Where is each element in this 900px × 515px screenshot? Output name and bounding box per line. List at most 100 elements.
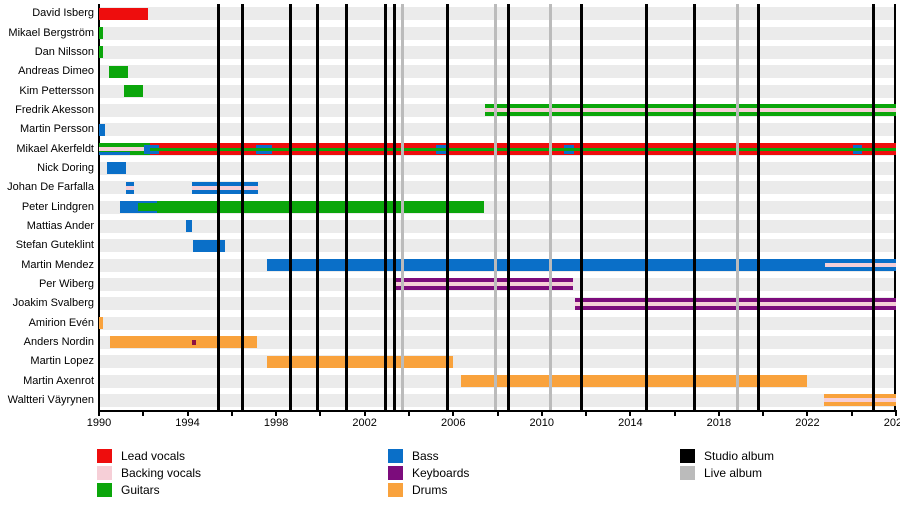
x-axis-tick-label: 1998: [263, 417, 289, 429]
member-label: Stefan Guteklint: [15, 239, 94, 252]
y-axis: [98, 4, 100, 410]
member-label: Andreas Dimeo: [18, 65, 94, 78]
row-band: [99, 161, 896, 175]
legend-swatch-live-album: [680, 465, 695, 480]
legend-swatch-drums: [388, 482, 403, 497]
x-axis-tick: [452, 412, 455, 416]
bar-segment-guitars: [149, 147, 896, 151]
studio-album-line: [645, 4, 649, 410]
legend-swatch-studio-album: [680, 448, 695, 463]
x-axis-tick-label: 2022: [795, 417, 820, 429]
member-label: Martin Axenrot: [23, 374, 94, 387]
bar-segment-guitars: [156, 201, 485, 213]
legend-label: Live album: [704, 465, 763, 480]
bar-segment-bass: [106, 162, 126, 175]
member-label: Johan De Farfalla: [7, 181, 94, 194]
legend-label: Studio album: [704, 448, 775, 463]
backing-vocals-stripe: [125, 185, 135, 190]
x-axis-tick: [142, 412, 145, 416]
plot-right-border: [894, 4, 896, 410]
x-axis-tick: [275, 412, 278, 416]
x-axis-tick: [363, 412, 366, 416]
bar-segment-bass: [191, 181, 259, 194]
studio-album-line: [872, 4, 876, 410]
backing-vocals-stripe: [485, 108, 896, 113]
studio-album-line: [345, 4, 349, 410]
backing-vocals-stripe: [395, 282, 573, 287]
backing-vocals-stripe: [824, 398, 896, 403]
bar-segment-drums: [99, 317, 104, 329]
member-label: Mikael Akerfeldt: [16, 142, 94, 155]
studio-album-line: [241, 4, 245, 410]
x-axis-tick-label: 1994: [175, 417, 200, 429]
x-axis-tick-label: 2006: [440, 417, 466, 429]
bar-segment-keyboards: [574, 297, 896, 310]
x-axis-tick-label: 1990: [86, 417, 112, 429]
member-label: Dan Nilsson: [34, 45, 94, 58]
studio-album-line: [446, 4, 450, 410]
x-axis-tick-label: 2014: [618, 417, 643, 429]
legend-item: Studio album: [680, 448, 774, 463]
x-axis-tick: [540, 412, 543, 416]
backing-vocals-stripe: [191, 185, 259, 190]
bar-segment-guitars: [108, 65, 128, 78]
live-album-line: [400, 4, 404, 410]
studio-album-line: [580, 4, 584, 410]
row-band: [99, 65, 896, 79]
member-label: David Isberg: [32, 7, 94, 20]
member-label: Fredrik Akesson: [15, 103, 94, 116]
bar-segment-piano-mark: [191, 339, 197, 345]
x-axis-tick: [98, 412, 100, 416]
member-label: Mikael Bergström: [8, 26, 94, 39]
bar-segment-drums: [267, 355, 454, 368]
studio-album-line: [507, 4, 511, 410]
row-band: [99, 7, 896, 21]
row-band: [99, 239, 896, 253]
member-label: Per Wiberg: [38, 277, 94, 290]
bar-segment-bass: [193, 239, 226, 252]
legend-label: Drums: [412, 482, 448, 497]
studio-album-line: [315, 4, 319, 410]
x-axis-tick-label: 2026: [883, 417, 900, 429]
row-band: [99, 219, 896, 233]
row-band: [99, 335, 896, 349]
bar-segment-bass: [186, 220, 192, 233]
x-axis-tick: [850, 412, 853, 416]
row-band: [99, 393, 896, 407]
legend-item: Drums: [388, 482, 447, 497]
legend-item: Backing vocals: [97, 465, 201, 480]
member-label: Joakim Svalberg: [12, 297, 94, 310]
bar-segment-guitars: [99, 46, 104, 59]
legend-swatch-lead-vocals: [97, 448, 112, 463]
legend-swatch-bass: [388, 448, 403, 463]
studio-album-line: [289, 4, 292, 410]
member-label: Nick Doring: [37, 161, 94, 174]
bar-segment-keyboards: [395, 278, 573, 291]
bar-segment-bass: [99, 152, 130, 155]
member-label: Amirion Evén: [28, 316, 94, 329]
row-band: [99, 45, 896, 59]
row-band: [99, 84, 896, 98]
x-axis-tick: [717, 412, 720, 416]
x-axis-tick: [762, 412, 765, 416]
bar-segment-bass: [125, 181, 135, 194]
studio-album-line: [757, 4, 761, 410]
x-axis-tick-label: 2002: [352, 417, 377, 429]
member-label: Waltteri Väyrynen: [7, 393, 94, 406]
studio-album-line: [693, 4, 697, 410]
live-album-line: [493, 4, 497, 410]
bar-segment-guitars: [485, 104, 896, 117]
bar-segment-drums: [460, 375, 808, 387]
backing-vocals-stripe: [99, 147, 150, 151]
member-label: Mattias Ander: [26, 219, 94, 232]
legend-label: Keyboards: [412, 465, 470, 480]
row-band: [99, 26, 896, 40]
x-axis-tick: [629, 412, 632, 416]
row-band: [99, 123, 896, 137]
bar-segment-backing-vocals: [825, 263, 896, 267]
x-axis-tick: [319, 412, 322, 416]
x-axis-tick: [673, 412, 676, 416]
member-label: Peter Lindgren: [21, 200, 94, 213]
